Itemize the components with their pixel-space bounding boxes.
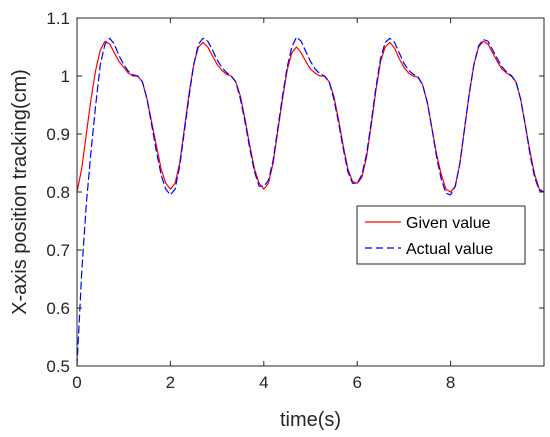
y-axis-ticks: 0.5 0.6 0.7 0.8 0.9 1 1.1 [46,9,544,376]
x-axis-ticks: 0 2 4 6 8 [72,18,455,392]
plot-area [77,18,544,366]
y-tick-label: 1 [61,67,70,86]
legend: Given value Actual value [356,205,526,265]
y-axis-label: X-axis position tracking(cm) [9,69,31,315]
legend-box [356,205,526,265]
legend-label-actual-value: Actual value [406,241,493,258]
x-tick-label: 6 [352,373,361,392]
series-layer [77,36,544,366]
x-tick-label: 8 [446,373,455,392]
y-tick-label: 1.1 [46,9,70,28]
legend-label-given-value: Given value [406,215,491,232]
x-axis-label: time(s) [280,409,341,431]
y-tick-label: 0.5 [46,357,70,376]
x-tick-label: 0 [72,373,81,392]
x-tick-label: 2 [166,373,175,392]
x-tick-label: 4 [259,373,268,392]
y-tick-label: 0.7 [46,241,70,260]
y-tick-label: 0.8 [46,183,70,202]
y-tick-label: 0.9 [46,125,70,144]
y-tick-label: 0.6 [46,299,70,318]
series-line-actual-value [77,36,544,366]
plot-background [77,18,544,366]
